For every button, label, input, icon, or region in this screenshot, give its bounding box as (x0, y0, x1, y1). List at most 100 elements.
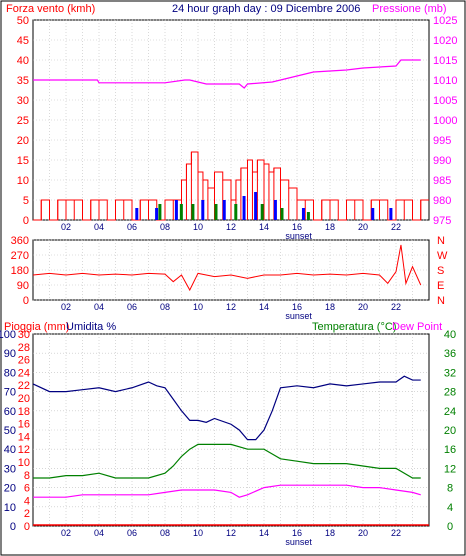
x-tick-label-22: 22 (391, 302, 401, 312)
wind-y-tick-25: 25 (17, 115, 29, 127)
humidity-axis-label: Umidita % (66, 321, 116, 333)
x-tick-label-14: 14 (259, 528, 269, 538)
x-tick-label-02: 02 (61, 222, 71, 232)
wind-y-tick-50: 50 (17, 15, 29, 27)
data-layer (32, 59, 429, 526)
sunset-label: sunset (285, 231, 312, 241)
rain-y-tick-30: 30 (18, 329, 30, 341)
gust-green-bar (280, 208, 284, 220)
temperature-y-tick-40: 40 (444, 329, 456, 341)
humidity-y-tick-30: 30 (4, 463, 16, 475)
x-tick-label-12: 12 (226, 302, 236, 312)
humidity-y-tick-60: 60 (4, 406, 16, 418)
temperature-y-tick-24: 24 (444, 406, 456, 418)
temperature-y-tick-28: 28 (444, 387, 456, 399)
direction-y-tick-360: 360 (11, 235, 29, 247)
gust-blue-bar (254, 192, 258, 220)
gust-blue-bar (273, 200, 277, 220)
pressure-y-tick-1010: 1010 (433, 75, 457, 87)
wind-axis-label: Forza vento (kmh) (6, 3, 95, 15)
x-tick-label-04: 04 (94, 528, 104, 538)
humidity-y-tick-90: 90 (4, 348, 16, 360)
compass-label-W-1: W (437, 250, 448, 262)
rain-y-tick-0: 0 (24, 521, 30, 533)
compass-label-E-3: E (437, 280, 444, 292)
wind-y-tick-35: 35 (17, 75, 29, 87)
gust-green-bar (191, 204, 195, 220)
rain-y-tick-14: 14 (18, 431, 30, 443)
gust-blue-bar (201, 200, 205, 220)
rain-y-tick-2: 2 (24, 508, 30, 520)
x-tick-label-18: 18 (325, 302, 335, 312)
gust-blue-bar (301, 208, 305, 220)
rain-y-tick-8: 8 (24, 470, 30, 482)
pressure-y-tick-975: 975 (433, 215, 451, 227)
x-tick-label-06: 06 (127, 222, 137, 232)
wind-y-tick-15: 15 (17, 155, 29, 167)
direction-y-tick-270: 270 (11, 250, 29, 262)
x-tick-label-08: 08 (160, 528, 170, 538)
x-tick-label-04: 04 (94, 302, 104, 312)
humidity-y-tick-80: 80 (4, 367, 16, 379)
x-tick-label-22: 22 (391, 222, 401, 232)
direction-y-tick-180: 180 (11, 265, 29, 277)
rain-y-tick-4: 4 (24, 495, 30, 507)
x-tick-label-10: 10 (193, 528, 203, 538)
gust-blue-bar (174, 200, 178, 220)
gust-green-bar (306, 212, 310, 220)
temperature-axis-label: Temperatura (°C) (312, 321, 396, 333)
humidity-y-tick-10: 10 (4, 502, 16, 514)
gust-green-bar (234, 204, 238, 220)
temperature-y-tick-12: 12 (444, 463, 456, 475)
pressure-y-tick-1020: 1020 (433, 35, 457, 47)
sunset-label: sunset (285, 311, 312, 321)
direction-series-line (32, 244, 422, 292)
x-tick-label-16: 16 (292, 222, 302, 232)
rain-y-tick-12: 12 (18, 444, 30, 456)
humidity-y-tick-100: 100 (0, 329, 16, 341)
pressure-y-tick-1025: 1025 (433, 15, 457, 27)
x-tick-label-02: 02 (61, 528, 71, 538)
rain-y-tick-6: 6 (24, 483, 30, 495)
x-tick-label-20: 20 (358, 222, 368, 232)
gust-blue-bar (155, 208, 159, 220)
pressure-y-tick-1015: 1015 (433, 55, 457, 67)
humidity-series-line (32, 375, 421, 441)
pressure-y-tick-990: 990 (433, 155, 451, 167)
humidity-y-tick-40: 40 (4, 444, 16, 456)
temperature-y-tick-16: 16 (444, 444, 456, 456)
gust-green-bar (179, 204, 183, 220)
wind-y-tick-5: 5 (23, 195, 29, 207)
x-tick-label-12: 12 (226, 222, 236, 232)
temperature-y-tick-20: 20 (444, 425, 456, 437)
direction-y-tick-0: 0 (23, 295, 29, 307)
gust-green-bar (158, 204, 162, 220)
gust-blue-bar (389, 208, 393, 220)
temperature-y-tick-36: 36 (444, 348, 456, 360)
temperature-y-tick-4: 4 (447, 502, 453, 514)
humidity-y-tick-50: 50 (4, 425, 16, 437)
x-tick-label-18: 18 (325, 528, 335, 538)
pressure-y-tick-980: 980 (433, 195, 451, 207)
wind-y-tick-10: 10 (17, 175, 29, 187)
gust-blue-bar (371, 208, 375, 220)
rain-y-tick-26: 26 (18, 355, 30, 367)
humidity-y-tick-20: 20 (4, 483, 16, 495)
direction-y-tick-90: 90 (17, 280, 29, 292)
pressure-series-line (33, 59, 421, 89)
x-tick-label-12: 12 (226, 528, 236, 538)
x-tick-label-10: 10 (193, 302, 203, 312)
rain-y-tick-22: 22 (18, 380, 30, 392)
rain-y-tick-24: 24 (18, 367, 30, 379)
wind-y-tick-30: 30 (17, 95, 29, 107)
compass-label-S-2: S (437, 265, 444, 277)
pressure-y-tick-1005: 1005 (433, 95, 457, 107)
gust-green-bar (260, 204, 264, 220)
pressure-y-tick-985: 985 (433, 175, 451, 187)
gust-green-bar (214, 204, 218, 220)
x-tick-label-20: 20 (358, 302, 368, 312)
wind-y-tick-0: 0 (23, 215, 29, 227)
